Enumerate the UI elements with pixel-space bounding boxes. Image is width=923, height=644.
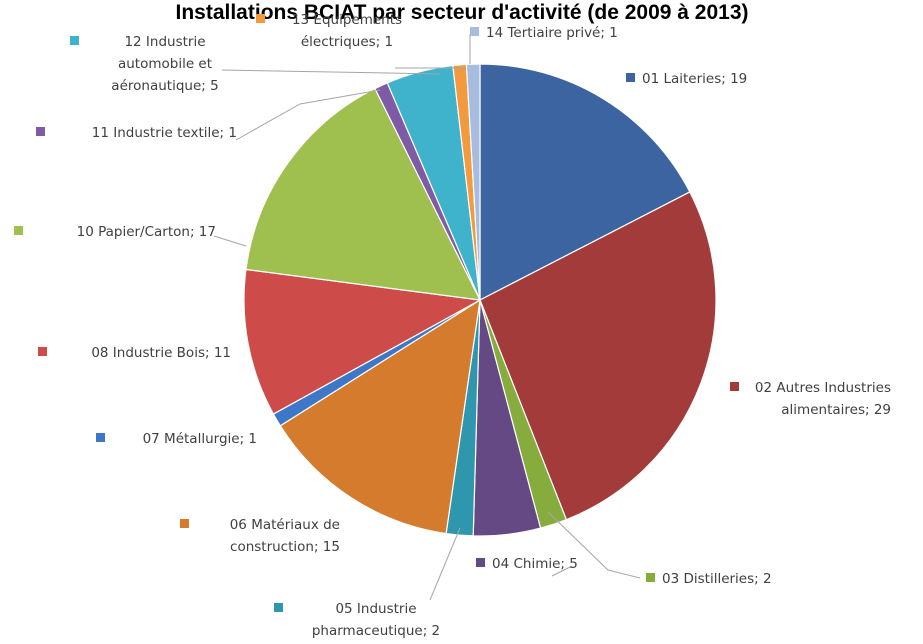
- legend-swatch-1: [626, 73, 635, 82]
- slice-label-6: 06 Matériaux de construction; 15: [230, 517, 340, 555]
- slice-label-1: 01 Laiteries; 19: [642, 71, 747, 87]
- legend-swatch-10: [36, 127, 45, 136]
- slice-label-5: 05 Industrie pharmaceutique; 2: [312, 601, 440, 639]
- slice-label-9: 10 Papier/Carton; 17: [77, 224, 216, 240]
- slice-label-2: 02 Autres Industries alimentaires; 29: [755, 380, 891, 418]
- leader-lines: [213, 34, 641, 601]
- slice-label-12: 13 Equipements électriques; 1: [292, 12, 402, 50]
- leader-line-3: [547, 511, 641, 579]
- legend-swatch-13: [470, 27, 479, 36]
- pie-slice-9: [245, 87, 482, 301]
- slice-label-11: 12 Industrie automobile et aéronautique; 5: [111, 34, 218, 94]
- pie-slices: [243, 63, 717, 537]
- legend-swatch-4: [476, 558, 485, 567]
- leader-line-12: [395, 67, 465, 71]
- pie-slice-2: [479, 191, 717, 521]
- leader-line-4: [551, 565, 573, 577]
- slice-label-3: 03 Distilleries; 2: [662, 571, 772, 587]
- slice-label-13: 14 Tertiaire privé; 1: [486, 25, 618, 41]
- slice-label-8: 08 Industrie Bois; 11: [91, 345, 231, 361]
- legend-swatch-12: [256, 14, 265, 23]
- pie-slice-8: [243, 268, 482, 415]
- pie-slice-1: [479, 63, 691, 301]
- legend-swatch-8: [38, 347, 47, 356]
- leader-line-9: [213, 235, 247, 247]
- pie-slice-13: [465, 63, 481, 301]
- pie-slice-6: [279, 298, 481, 535]
- legend-swatch-7: [96, 433, 105, 442]
- leader-line-10: [235, 89, 381, 141]
- slice-label-4: 04 Chimie; 5: [492, 556, 578, 572]
- slice-label-10: 11 Industrie textile; 1: [92, 125, 237, 141]
- legend-swatch-11: [70, 36, 79, 45]
- legend-swatch-3: [646, 573, 655, 582]
- leader-line-5: [429, 527, 461, 601]
- legend-swatch-2: [730, 382, 739, 391]
- legend-swatch-9: [14, 226, 23, 235]
- legend-swatch-5: [274, 603, 283, 612]
- slice-label-7: 07 Métallurgie; 1: [143, 431, 257, 447]
- chart-title: Installations BCIAT par secteur d'activi…: [176, 1, 749, 24]
- slice-labels: 01 Laiteries; 19 02 Autres Industries alim…: [14, 12, 891, 639]
- leader-line-11: [221, 69, 441, 75]
- legend-swatch-6: [180, 519, 189, 528]
